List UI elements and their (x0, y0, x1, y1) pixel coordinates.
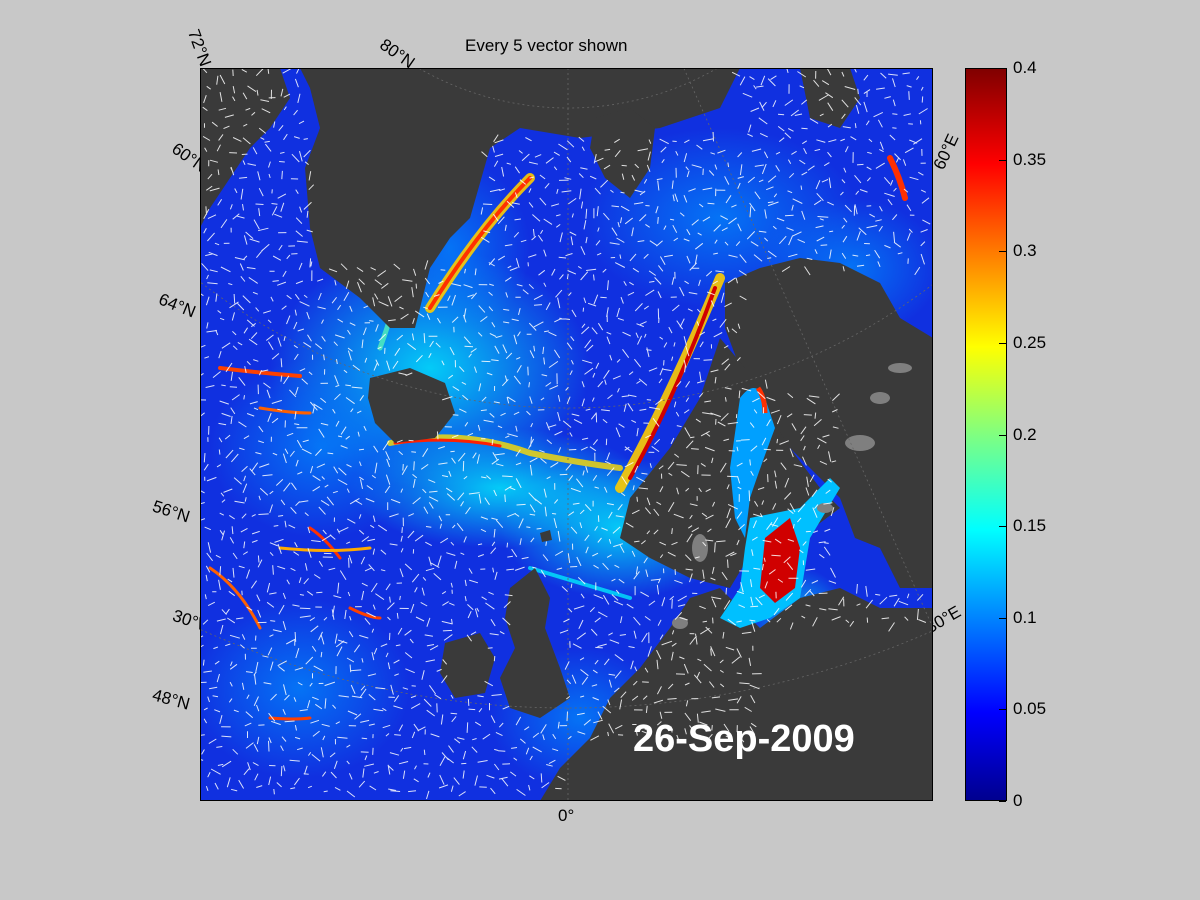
colorbar-tick-label: 0.2 (1013, 424, 1037, 444)
colorbar (965, 68, 1007, 801)
colorbar-tick-label: 0.4 (1013, 58, 1037, 77)
iceland (368, 368, 455, 443)
colorbar-tick-label: 0.25 (1013, 332, 1047, 352)
svalbard (590, 108, 655, 198)
lat-label-72n: 72°N (184, 26, 215, 69)
lon-label-0: 0° (558, 806, 575, 825)
current-speed-map (200, 68, 933, 801)
great-britain (500, 568, 570, 718)
greenland (300, 68, 740, 328)
lat-label-64n: 64°N (156, 289, 199, 322)
lat-label-48n: 48°N (150, 685, 192, 714)
colorbar-tick-mark (999, 801, 1006, 802)
colorbar-tick-mark (999, 617, 1006, 619)
colorbar-tick-label: 0.15 (1013, 516, 1047, 536)
lat-label-56n: 56°N (150, 496, 193, 527)
colorbar-tick-label: 0 (1013, 791, 1023, 810)
colorbar-tick-mark (999, 526, 1006, 528)
colorbar-tick-mark (999, 434, 1006, 436)
colorbar-tick-label: 0.3 (1013, 241, 1037, 261)
lon-label-60e: 60°E (929, 130, 963, 173)
colorbar-tick-label: 0.35 (1013, 149, 1047, 169)
strong-current-streaks (208, 155, 908, 721)
colorbar-tick-mark (999, 251, 1006, 253)
canada-coast (200, 68, 290, 228)
date-label: 26-Sep-2009 (633, 718, 855, 760)
baltic-sea (720, 386, 840, 628)
ireland (440, 633, 495, 698)
land (200, 68, 933, 801)
colorbar-tick-label: 0.1 (1013, 607, 1037, 627)
lakes (672, 363, 912, 629)
colorbar-tick-mark (999, 159, 1006, 161)
faroe (540, 530, 552, 542)
europe (540, 588, 933, 801)
colorbar-tick-mark (999, 342, 1006, 344)
colorbar-tick-label: 0.05 (1013, 699, 1047, 719)
colorbar-tick-mark (999, 709, 1006, 711)
kola (800, 68, 860, 128)
scandinavia (725, 258, 933, 588)
colorbar-tick-mark (999, 68, 1006, 69)
graticule (200, 68, 933, 801)
map-title: Every 5 vector shown (465, 36, 628, 55)
